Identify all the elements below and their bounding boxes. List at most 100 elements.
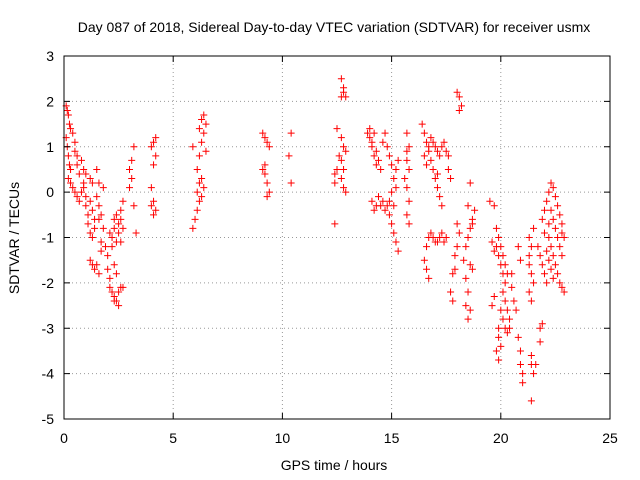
- data-point: [551, 261, 559, 269]
- data-point: [466, 179, 474, 187]
- data-point: [195, 125, 203, 133]
- data-point: [342, 93, 350, 101]
- data-point: [436, 152, 444, 160]
- data-point: [383, 143, 391, 151]
- data-point: [554, 270, 562, 278]
- data-point: [438, 143, 446, 151]
- data-point: [372, 161, 380, 169]
- data-point: [394, 156, 402, 164]
- data-point: [189, 224, 197, 232]
- data-point: [499, 288, 507, 296]
- data-point: [195, 197, 203, 205]
- data-point: [490, 202, 498, 210]
- data-point: [512, 306, 520, 314]
- data-point: [147, 143, 155, 151]
- data-point: [374, 193, 382, 201]
- data-point: [147, 202, 155, 210]
- y-tick-label: 1: [46, 139, 54, 155]
- data-point: [340, 184, 348, 192]
- data-point: [91, 224, 99, 232]
- data-point: [331, 179, 339, 187]
- data-point: [388, 188, 396, 196]
- data-point: [383, 202, 391, 210]
- data-point: [495, 356, 503, 364]
- data-point: [128, 175, 136, 183]
- data-point: [150, 161, 158, 169]
- data-point: [449, 297, 457, 305]
- data-point: [77, 156, 85, 164]
- data-point: [115, 220, 123, 228]
- data-point: [525, 288, 533, 296]
- data-point: [499, 315, 507, 323]
- data-point: [390, 202, 398, 210]
- data-point: [333, 125, 341, 133]
- data-point: [558, 283, 566, 291]
- data-point: [560, 234, 568, 241]
- data-point: [440, 238, 448, 246]
- data-point: [331, 170, 339, 178]
- data-point: [525, 252, 533, 260]
- data-point: [468, 220, 476, 228]
- data-point: [368, 197, 376, 205]
- data-point: [132, 229, 140, 237]
- data-point: [503, 329, 511, 337]
- data-point: [547, 243, 555, 251]
- data-point: [261, 170, 269, 178]
- data-point: [519, 379, 527, 387]
- data-point: [464, 315, 472, 323]
- data-point: [150, 138, 158, 146]
- data-point: [401, 175, 409, 183]
- data-point: [198, 193, 206, 201]
- data-point: [464, 288, 472, 296]
- data-point: [366, 134, 374, 142]
- data-point: [501, 261, 509, 269]
- data-point: [110, 297, 118, 305]
- data-point: [455, 106, 463, 114]
- data-point: [112, 270, 120, 278]
- data-point: [95, 179, 103, 187]
- data-point: [115, 288, 123, 296]
- data-point: [431, 143, 439, 151]
- data-point: [390, 229, 398, 237]
- data-point: [444, 152, 452, 160]
- data-point: [433, 170, 441, 178]
- data-point: [75, 170, 83, 178]
- data-point: [287, 179, 295, 187]
- data-point: [388, 161, 396, 169]
- data-point: [130, 202, 138, 210]
- data-point: [527, 297, 535, 305]
- data-point: [287, 129, 295, 137]
- data-point: [67, 179, 75, 187]
- data-point: [86, 175, 94, 183]
- x-tick-label: 25: [602, 430, 618, 446]
- data-point: [545, 256, 553, 264]
- data-point: [556, 279, 564, 287]
- data-point: [193, 206, 201, 214]
- data-point: [453, 88, 461, 96]
- data-point: [420, 152, 428, 160]
- data-point: [147, 184, 155, 192]
- data-point: [551, 193, 559, 201]
- data-point: [337, 75, 345, 83]
- data-point: [202, 120, 210, 128]
- data-points: [62, 75, 568, 405]
- data-point: [193, 188, 201, 196]
- data-point: [71, 147, 79, 155]
- data-point: [65, 120, 73, 128]
- data-point: [497, 342, 505, 350]
- data-point: [93, 165, 101, 173]
- data-point: [554, 202, 562, 210]
- data-point: [486, 197, 494, 205]
- data-point: [462, 274, 470, 282]
- data-point: [340, 88, 348, 96]
- data-point: [71, 188, 79, 196]
- data-point: [385, 197, 393, 205]
- data-point: [543, 279, 551, 287]
- data-point: [545, 220, 553, 228]
- data-point: [71, 138, 79, 146]
- data-point: [431, 175, 439, 183]
- data-point: [195, 179, 203, 187]
- data-point: [126, 165, 134, 173]
- data-point: [261, 161, 269, 169]
- data-point: [263, 138, 271, 146]
